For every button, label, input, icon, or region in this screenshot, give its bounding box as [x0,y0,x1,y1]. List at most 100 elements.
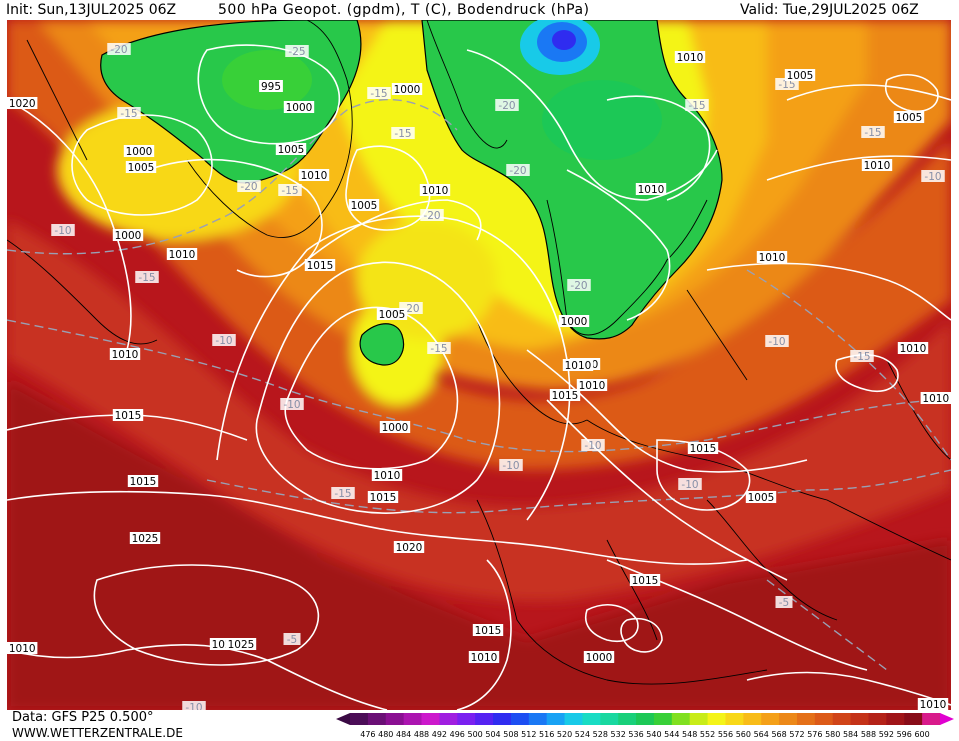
colorbar-cell [832,713,852,725]
temperature-label: -15 [427,342,451,355]
svg-text:1025: 1025 [228,639,255,651]
svg-text:-15: -15 [138,272,155,284]
svg-text:-10: -10 [502,460,519,472]
pressure-label: 1000 [391,83,423,96]
pressure-label: 1005 [348,199,380,212]
pressure-label: 1015 [127,475,159,488]
temperature-label: -10 [51,224,75,237]
svg-text:1005: 1005 [278,144,305,156]
coastlines [7,20,951,685]
pressure-label: 1005 [745,491,777,504]
pressure-label: 1010 [635,183,667,196]
colorbar-cell [689,713,709,725]
colorbar-tick-label: 516 [539,730,554,739]
svg-text:-15: -15 [394,128,411,140]
svg-text:1010: 1010 [374,470,401,482]
pressure-label: 1010 [576,379,608,392]
colorbar-tick-label: 572 [789,730,804,739]
colorbar-tick-label: 520 [557,730,572,739]
colorbar-tick-label: 576 [807,730,822,739]
svg-text:-15: -15 [334,488,351,500]
colorbar-cell [779,713,798,725]
temperature-label: -10 [499,459,523,472]
svg-text:995: 995 [261,81,281,93]
svg-text:1010: 1010 [301,170,328,182]
svg-text:1015: 1015 [307,260,334,272]
svg-text:1025: 1025 [132,533,159,545]
temperature-label: -15 [391,127,415,140]
pressure-label: 1025 [225,638,257,651]
colorbar-tick-label: 600 [914,730,929,739]
svg-text:1000: 1000 [126,146,153,158]
temperature-label: -20 [420,209,444,222]
colorbar-cell [457,713,476,725]
colorbar-tick-label: 568 [771,730,786,739]
temperature-label: -20 [107,43,131,56]
temperature-label: -15 [850,350,874,363]
colorbar-cell [421,713,440,725]
colorbar-cell [439,713,458,725]
colorbar-tick-label: 492 [432,730,447,739]
colorbar-tick-label: 496 [450,730,465,739]
pressure-label: 1005 [125,161,157,174]
map-title: 500 hPa Geopot. (gpdm), T (C), Bodendruc… [218,2,590,18]
svg-text:-20: -20 [570,280,587,292]
colorbar-tick-label: 500 [468,730,483,739]
svg-text:1000: 1000 [586,652,613,664]
colorbar-cell [475,713,494,725]
colorbar-cell [671,713,691,725]
colorbar-cell [850,713,869,725]
temperature-label: -15 [861,126,885,139]
temperature-label: -10 [212,334,236,347]
pressure-label: 1015 [472,624,504,637]
svg-text:-10: -10 [681,479,698,491]
colorbar-cell [350,713,369,725]
svg-text:-15: -15 [120,108,137,120]
colorbar-cell [636,713,655,725]
colorbar-cell [743,713,762,725]
pressure-label: 1015 [629,574,661,587]
svg-text:-10: -10 [54,225,71,237]
colorbar-tick-label: 528 [593,730,608,739]
temperature-label: -5 [283,633,301,646]
colorbar-tick-label: 536 [628,730,643,739]
colorbar-cell [618,713,637,725]
svg-text:1005: 1005 [128,162,155,174]
colorbar-cell [725,713,744,725]
temperature-label: -15 [117,107,141,120]
pressure-isobars [7,44,951,710]
pressure-label: 1020 [393,541,425,554]
temperature-label: -20 [495,99,519,112]
pressure-label: 1010 [109,348,141,361]
temperature-isotherms [7,98,951,671]
colorbar-cell [922,713,941,725]
temperature-label: -15 [331,487,355,500]
svg-text:1005: 1005 [379,309,406,321]
svg-text:1010: 1010 [900,343,927,355]
colorbar-tick-label: 560 [736,730,751,739]
pressure-label: 1015 [112,409,144,422]
temperature-label: -15 [278,184,302,197]
temperature-label: -15 [135,271,159,284]
svg-text:1000: 1000 [286,102,313,114]
colorbar-cell [546,713,566,725]
colorbar-tick-label: 532 [611,730,626,739]
pressure-label: 1015 [549,389,581,402]
svg-text:1000: 1000 [394,84,421,96]
svg-text:1005: 1005 [748,492,775,504]
colorbar-cell [582,713,601,725]
svg-text:1010: 1010 [422,185,449,197]
colorbar-tick-label: 592 [879,730,894,739]
colorbar-cell [814,713,834,725]
pressure-label: 1010 [861,159,893,172]
pressure-label: 1005 [784,69,816,82]
svg-text:-20: -20 [498,100,515,112]
pressure-label: 995 [259,80,283,93]
colorbar-tick-label: 548 [682,730,697,739]
colorbar-cell [796,713,816,725]
colorbar-cell [564,713,583,725]
colorbar-tick-label: 540 [646,730,661,739]
svg-text:1010: 1010 [922,393,949,405]
svg-text:-15: -15 [430,343,447,355]
pressure-label: 1005 [893,111,925,124]
